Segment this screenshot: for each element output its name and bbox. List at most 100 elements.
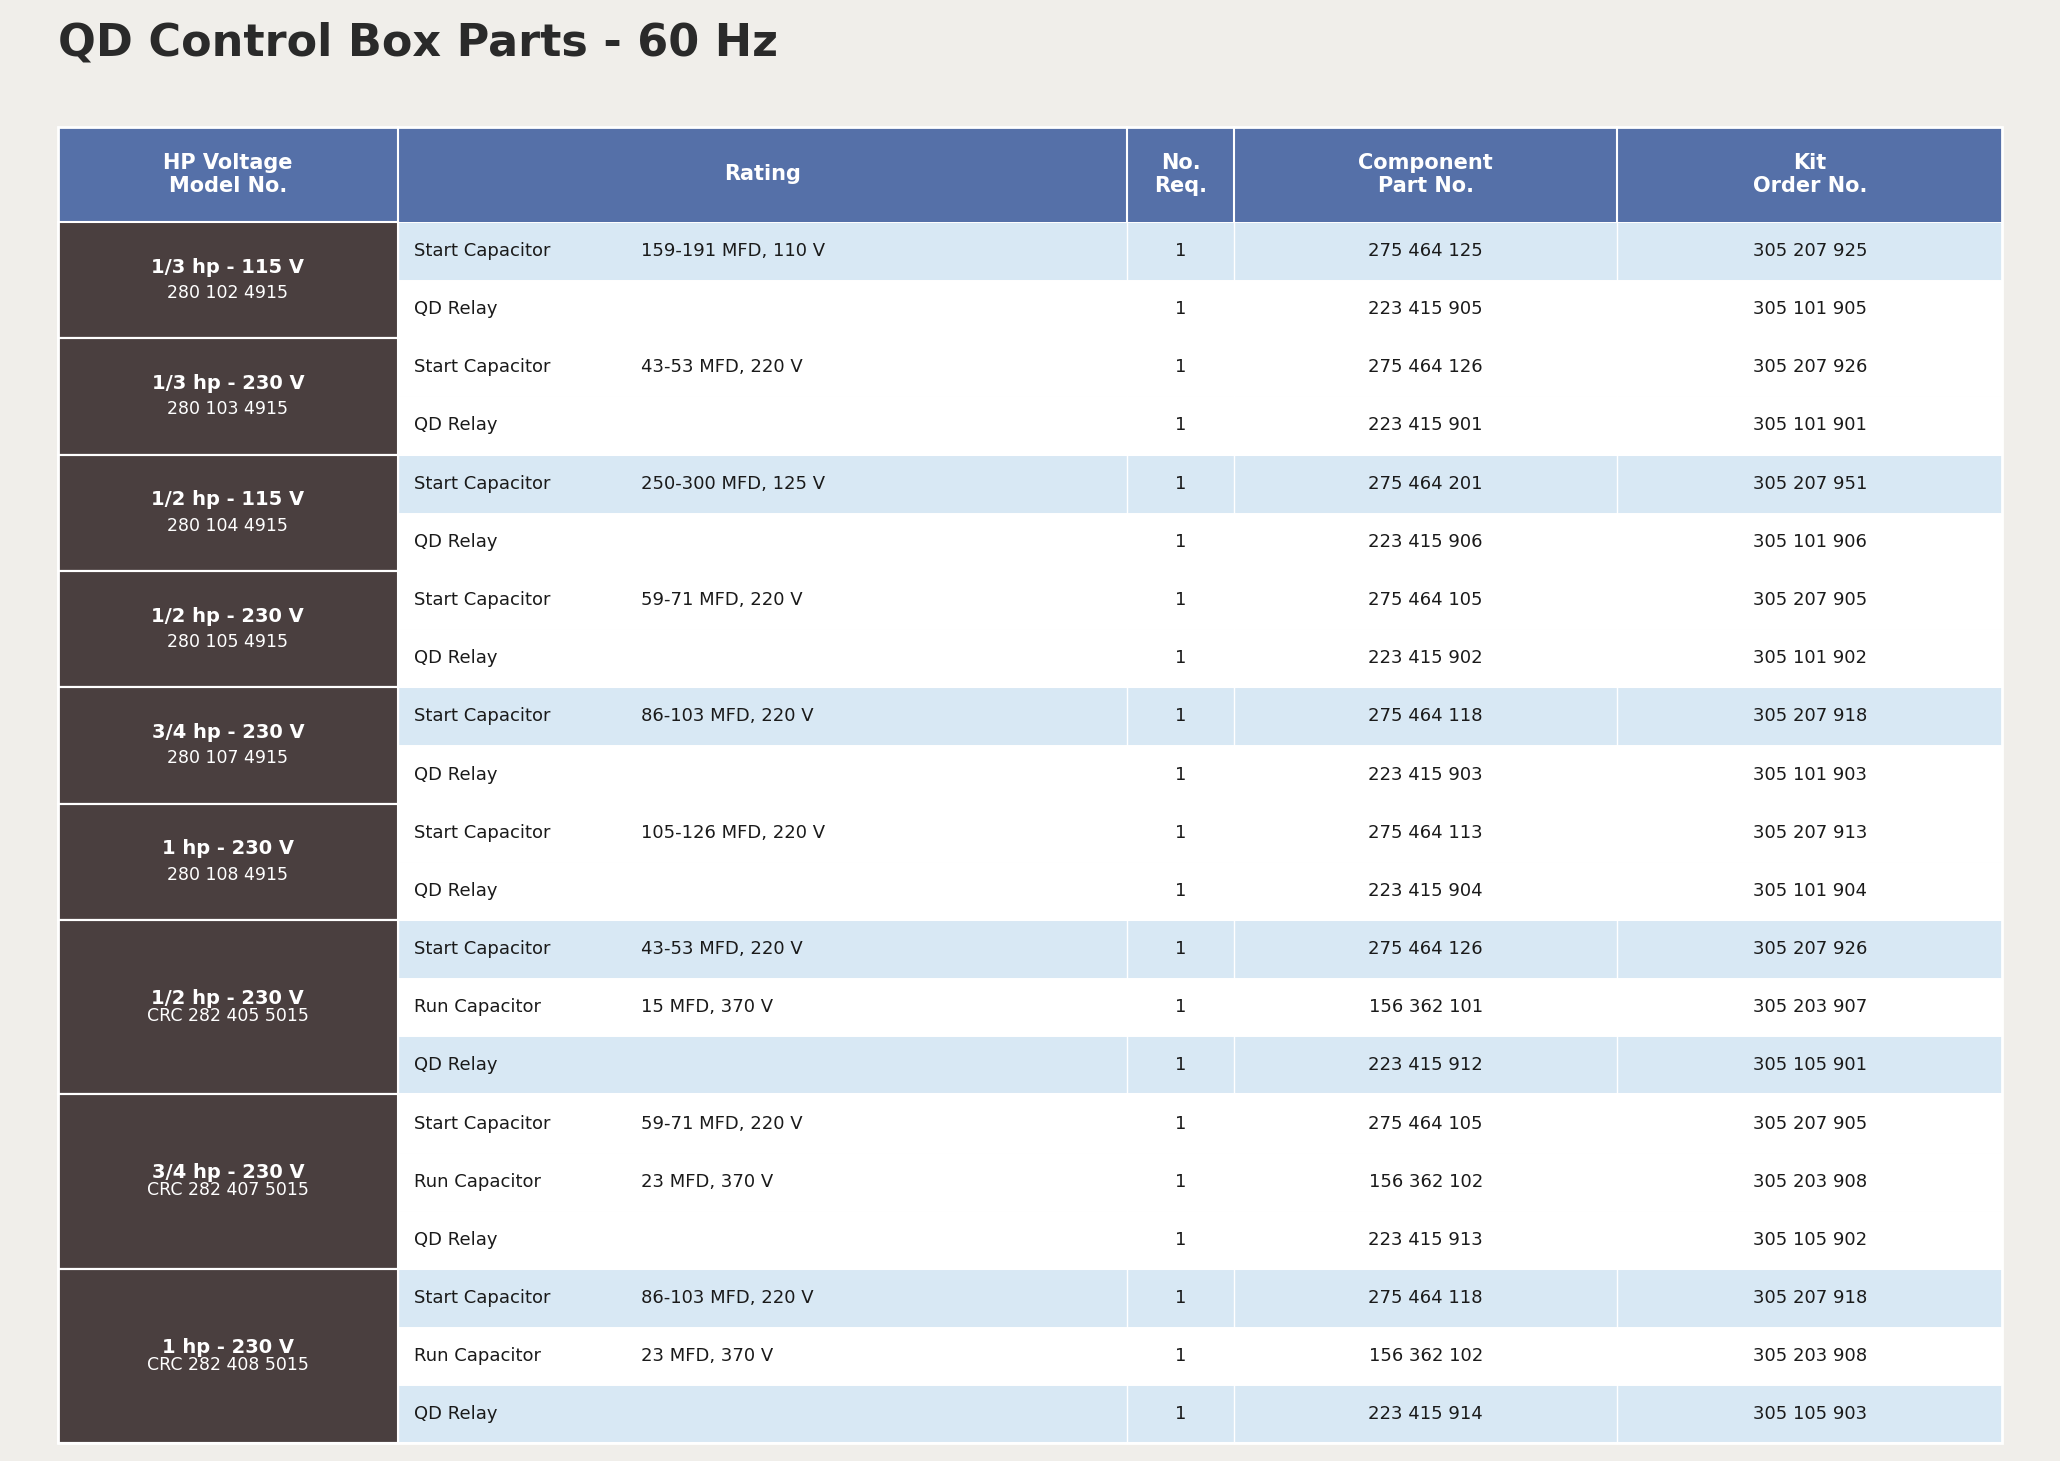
Bar — [1234, 339, 1617, 396]
Text: 275 464 118: 275 464 118 — [1368, 1289, 1483, 1308]
Text: Rating: Rating — [725, 165, 801, 184]
Text: 1: 1 — [1174, 1173, 1187, 1191]
Bar — [1234, 396, 1617, 454]
Text: QD Control Box Parts - 60 Hz: QD Control Box Parts - 60 Hz — [58, 22, 779, 64]
Text: 1: 1 — [1174, 358, 1187, 377]
Text: 1: 1 — [1174, 1115, 1187, 1132]
Text: Start Capacitor: Start Capacitor — [414, 592, 550, 609]
Bar — [1127, 396, 1234, 454]
Text: 1/3 hp - 230 V: 1/3 hp - 230 V — [152, 374, 305, 393]
Bar — [1234, 222, 1617, 281]
Bar — [1127, 745, 1234, 804]
Text: 305 207 926: 305 207 926 — [1753, 939, 1866, 958]
Text: Start Capacitor: Start Capacitor — [414, 824, 550, 842]
Text: 305 207 913: 305 207 913 — [1753, 824, 1866, 842]
Bar — [58, 1270, 398, 1443]
Text: 275 464 201: 275 464 201 — [1368, 475, 1483, 492]
Bar — [398, 513, 1127, 571]
Bar — [58, 454, 398, 571]
Text: Start Capacitor: Start Capacitor — [414, 939, 550, 958]
Text: 1: 1 — [1174, 939, 1187, 958]
Text: 159-191 MFD, 110 V: 159-191 MFD, 110 V — [641, 243, 826, 260]
Bar — [1617, 454, 2002, 513]
Text: 1: 1 — [1174, 1289, 1187, 1308]
Text: 223 415 906: 223 415 906 — [1368, 533, 1483, 551]
Bar — [1234, 977, 1617, 1036]
Text: 59-71 MFD, 220 V: 59-71 MFD, 220 V — [641, 592, 803, 609]
Text: Start Capacitor: Start Capacitor — [414, 243, 550, 260]
Text: 305 101 903: 305 101 903 — [1753, 766, 1866, 783]
Text: 305 207 918: 305 207 918 — [1753, 1289, 1866, 1308]
Bar — [1617, 1036, 2002, 1094]
Text: 1/2 hp - 230 V: 1/2 hp - 230 V — [152, 606, 305, 625]
Bar — [1234, 920, 1617, 977]
Text: 1: 1 — [1174, 1347, 1187, 1365]
Bar — [58, 222, 398, 339]
Bar — [1617, 339, 2002, 396]
Text: 1/2 hp - 230 V: 1/2 hp - 230 V — [152, 989, 305, 1008]
Text: 223 415 914: 223 415 914 — [1368, 1405, 1483, 1423]
Text: Start Capacitor: Start Capacitor — [414, 1289, 550, 1308]
Bar — [398, 1385, 1127, 1443]
Bar — [58, 687, 398, 804]
Text: 305 207 926: 305 207 926 — [1753, 358, 1866, 377]
Bar — [1127, 1153, 1234, 1211]
Text: CRC 282 408 5015: CRC 282 408 5015 — [146, 1356, 309, 1373]
Text: 275 464 118: 275 464 118 — [1368, 707, 1483, 725]
Text: 305 101 902: 305 101 902 — [1753, 649, 1866, 668]
Bar — [1617, 1385, 2002, 1443]
Text: 223 415 901: 223 415 901 — [1368, 416, 1483, 434]
Text: Component
Part No.: Component Part No. — [1358, 153, 1493, 196]
Text: 23 MFD, 370 V: 23 MFD, 370 V — [641, 1173, 772, 1191]
Bar — [1127, 339, 1234, 396]
Bar — [398, 1327, 1127, 1385]
Text: 1: 1 — [1174, 707, 1187, 725]
Bar — [1617, 1270, 2002, 1327]
Bar — [1617, 281, 2002, 339]
Text: 86-103 MFD, 220 V: 86-103 MFD, 220 V — [641, 1289, 814, 1308]
Bar — [1617, 745, 2002, 804]
Text: Start Capacitor: Start Capacitor — [414, 707, 550, 725]
Bar — [58, 127, 2002, 222]
Text: 1 hp - 230 V: 1 hp - 230 V — [163, 1338, 295, 1357]
Text: 223 415 905: 223 415 905 — [1368, 300, 1483, 318]
Bar — [1617, 630, 2002, 687]
Bar — [1127, 1385, 1234, 1443]
Bar — [1234, 454, 1617, 513]
Text: 305 105 903: 305 105 903 — [1753, 1405, 1866, 1423]
Text: 275 464 125: 275 464 125 — [1368, 243, 1483, 260]
Bar — [1127, 1270, 1234, 1327]
Text: Kit
Order No.: Kit Order No. — [1753, 153, 1866, 196]
Bar — [1617, 977, 2002, 1036]
Bar — [398, 920, 1127, 977]
Text: 280 104 4915: 280 104 4915 — [167, 517, 288, 535]
Bar — [398, 1270, 1127, 1327]
Text: 280 107 4915: 280 107 4915 — [167, 749, 288, 767]
Text: 223 415 912: 223 415 912 — [1368, 1056, 1483, 1074]
Text: 305 101 904: 305 101 904 — [1753, 882, 1866, 900]
Bar — [1234, 630, 1617, 687]
Bar — [1617, 513, 2002, 571]
Bar — [58, 804, 398, 920]
Text: 3/4 hp - 230 V: 3/4 hp - 230 V — [152, 723, 305, 742]
Text: 1: 1 — [1174, 243, 1187, 260]
Bar — [1234, 804, 1617, 862]
Text: QD Relay: QD Relay — [414, 300, 496, 318]
Bar — [398, 1094, 1127, 1153]
Text: 280 103 4915: 280 103 4915 — [167, 400, 288, 418]
Bar — [1127, 571, 1234, 630]
Text: Start Capacitor: Start Capacitor — [414, 475, 550, 492]
Bar — [1127, 222, 1234, 281]
Bar — [1617, 687, 2002, 745]
Bar — [1127, 513, 1234, 571]
Text: 43-53 MFD, 220 V: 43-53 MFD, 220 V — [641, 939, 803, 958]
Text: 305 101 906: 305 101 906 — [1753, 533, 1866, 551]
Text: 305 207 918: 305 207 918 — [1753, 707, 1866, 725]
Bar — [1234, 571, 1617, 630]
Text: 305 203 908: 305 203 908 — [1753, 1347, 1866, 1365]
Text: Run Capacitor: Run Capacitor — [414, 998, 540, 1017]
Bar — [398, 1211, 1127, 1270]
Text: 105-126 MFD, 220 V: 105-126 MFD, 220 V — [641, 824, 826, 842]
Bar — [398, 862, 1127, 920]
Bar — [58, 339, 398, 454]
